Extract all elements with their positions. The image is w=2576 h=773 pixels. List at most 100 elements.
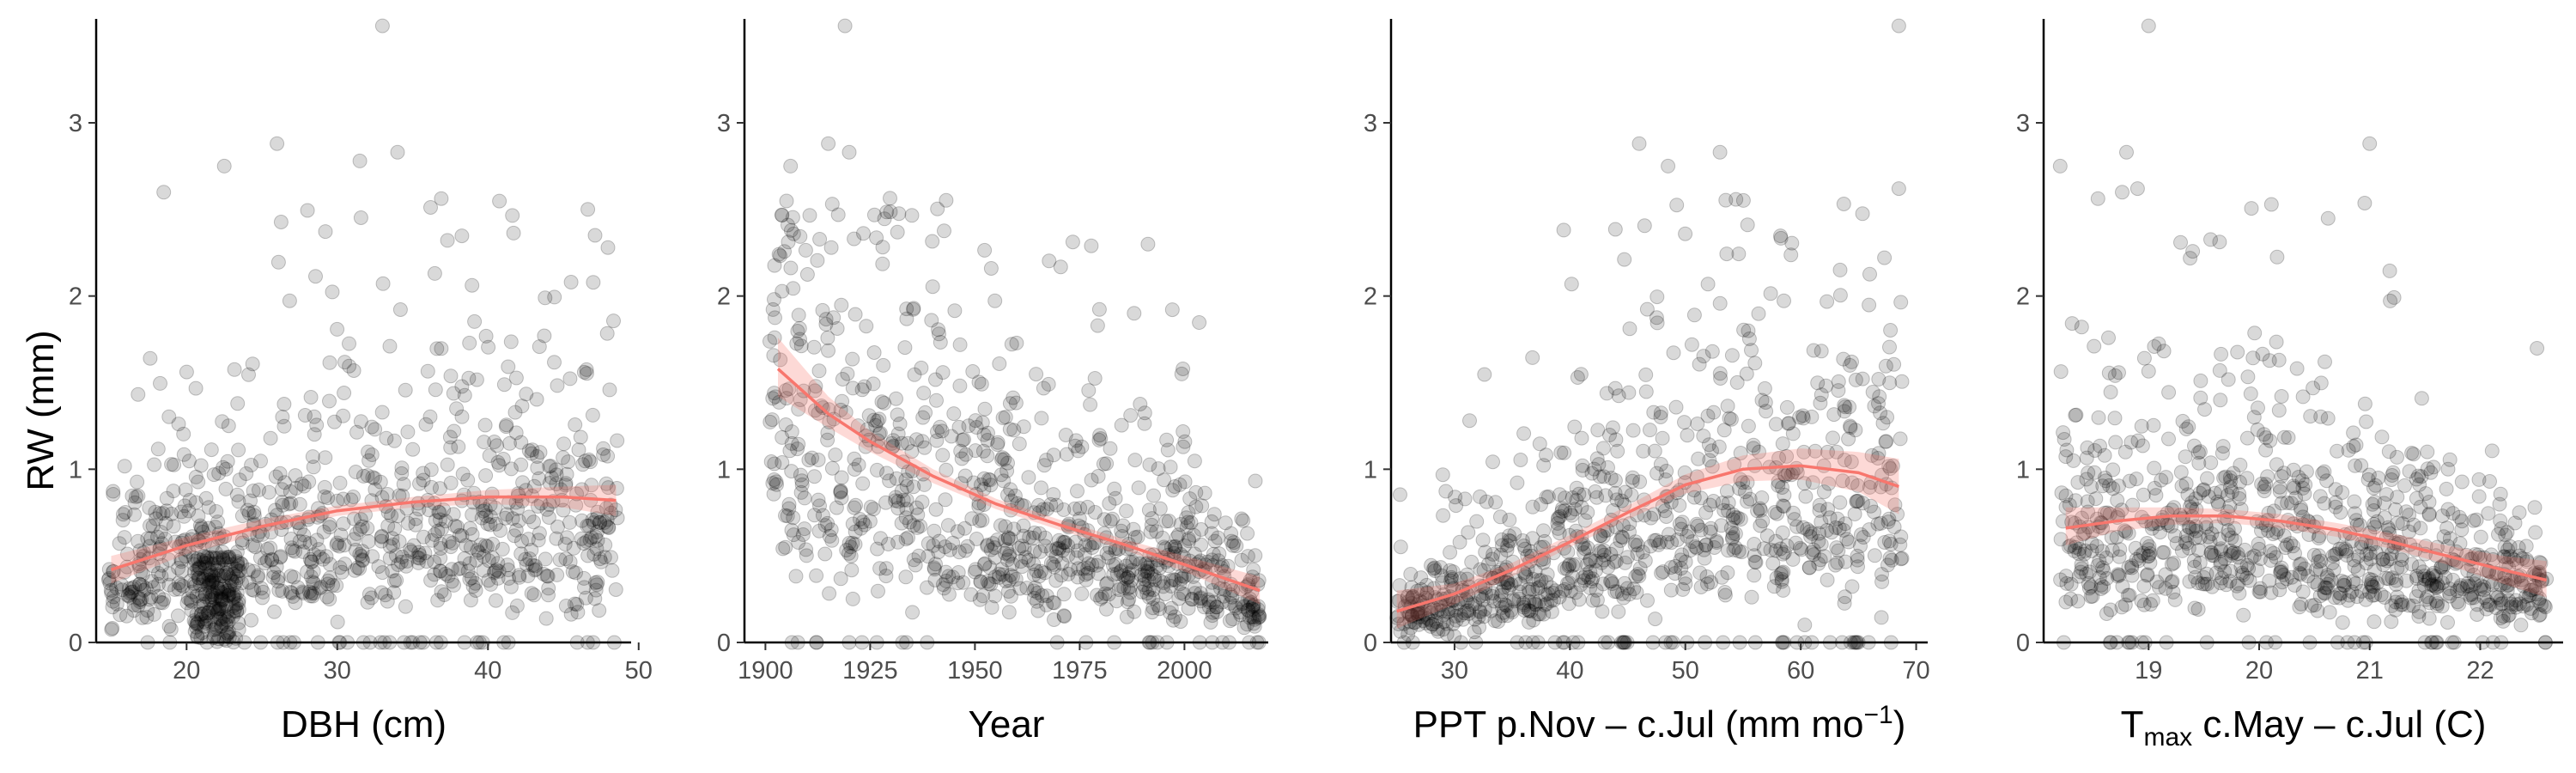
data-point [181, 503, 197, 519]
data-point [520, 532, 536, 547]
data-point [434, 521, 449, 537]
data-point [2119, 144, 2134, 160]
data-point [333, 527, 349, 543]
data-point [590, 504, 605, 520]
data-point [1105, 511, 1120, 526]
data-point [427, 265, 442, 281]
data-point [524, 543, 539, 557]
data-point [522, 551, 538, 567]
data-point [799, 548, 814, 563]
data-point [232, 472, 247, 488]
data-point [214, 593, 229, 608]
data-point [1045, 595, 1060, 611]
data-point [574, 531, 589, 546]
data-point [2328, 482, 2343, 497]
data-point [101, 571, 117, 586]
data-point [975, 588, 991, 604]
data-point [250, 569, 265, 585]
data-point [1164, 302, 1180, 318]
x-axis-title: DBH (cm) [281, 703, 447, 746]
data-point [848, 497, 863, 513]
data-point [2260, 469, 2275, 484]
data-point [446, 386, 461, 401]
data-point [489, 516, 503, 532]
data-point [477, 435, 492, 450]
data-point [471, 545, 487, 560]
data-point [171, 575, 186, 591]
data-point [353, 414, 368, 429]
data-point [1831, 383, 1846, 399]
data-point [503, 334, 519, 350]
data-point [505, 605, 520, 620]
data-point [574, 513, 590, 528]
data-point [1753, 501, 1768, 516]
data-point [478, 508, 494, 523]
data-point [1649, 289, 1665, 305]
data-point [604, 505, 619, 520]
data-point [501, 359, 516, 374]
data-point [811, 492, 826, 508]
data-point [241, 575, 257, 590]
x-tick-label: 22 [2466, 657, 2494, 685]
data-point [571, 442, 586, 458]
data-point [1001, 605, 1017, 620]
data-point [767, 258, 782, 273]
data-point [2091, 410, 2106, 425]
data-point [1661, 158, 1676, 173]
data-point [430, 593, 446, 608]
data-point [2173, 234, 2188, 250]
data-point [263, 430, 278, 446]
data-point [2312, 489, 2328, 504]
data-point [399, 553, 415, 569]
data-point [295, 584, 310, 600]
data-point [361, 444, 376, 460]
x-tick-label: 21 [2356, 657, 2384, 685]
data-point [2276, 528, 2292, 544]
data-point [215, 414, 230, 429]
data-point [132, 576, 147, 592]
data-point [565, 564, 580, 580]
data-point [1090, 318, 1105, 333]
data-point [207, 600, 222, 615]
data-point [598, 476, 614, 491]
data-point [1615, 530, 1631, 545]
data-point [925, 279, 940, 295]
data-point [2347, 559, 2362, 574]
data-point [1589, 582, 1604, 598]
data-point [1632, 474, 1648, 490]
data-point [600, 520, 616, 535]
data-point [125, 488, 140, 503]
data-point [116, 507, 131, 522]
data-point [289, 480, 304, 496]
data-point [360, 594, 375, 610]
data-point [463, 539, 478, 555]
data-point [386, 537, 401, 552]
data-point [393, 555, 409, 569]
data-point [234, 557, 250, 572]
data-point [2244, 201, 2259, 216]
data-point [2293, 502, 2309, 518]
data-point [855, 514, 871, 530]
data-point [422, 502, 437, 518]
data-point [1510, 475, 1525, 490]
data-point [442, 429, 458, 445]
data-point [378, 587, 393, 603]
data-point [434, 584, 449, 600]
data-point [329, 537, 344, 552]
data-point [1163, 460, 1178, 475]
data-point [2332, 541, 2348, 557]
data-point [1131, 480, 1146, 496]
data-point [1091, 301, 1107, 317]
data-point [2196, 482, 2211, 497]
data-point [2292, 557, 2307, 572]
data-point [109, 596, 125, 612]
data-point [322, 393, 337, 409]
data-point [807, 508, 823, 523]
data-point [443, 368, 459, 384]
data-point [361, 534, 376, 549]
data-point [563, 606, 579, 622]
data-point [2440, 502, 2456, 517]
data-point [231, 595, 246, 611]
data-point [1758, 395, 1773, 410]
data-point [365, 549, 380, 564]
